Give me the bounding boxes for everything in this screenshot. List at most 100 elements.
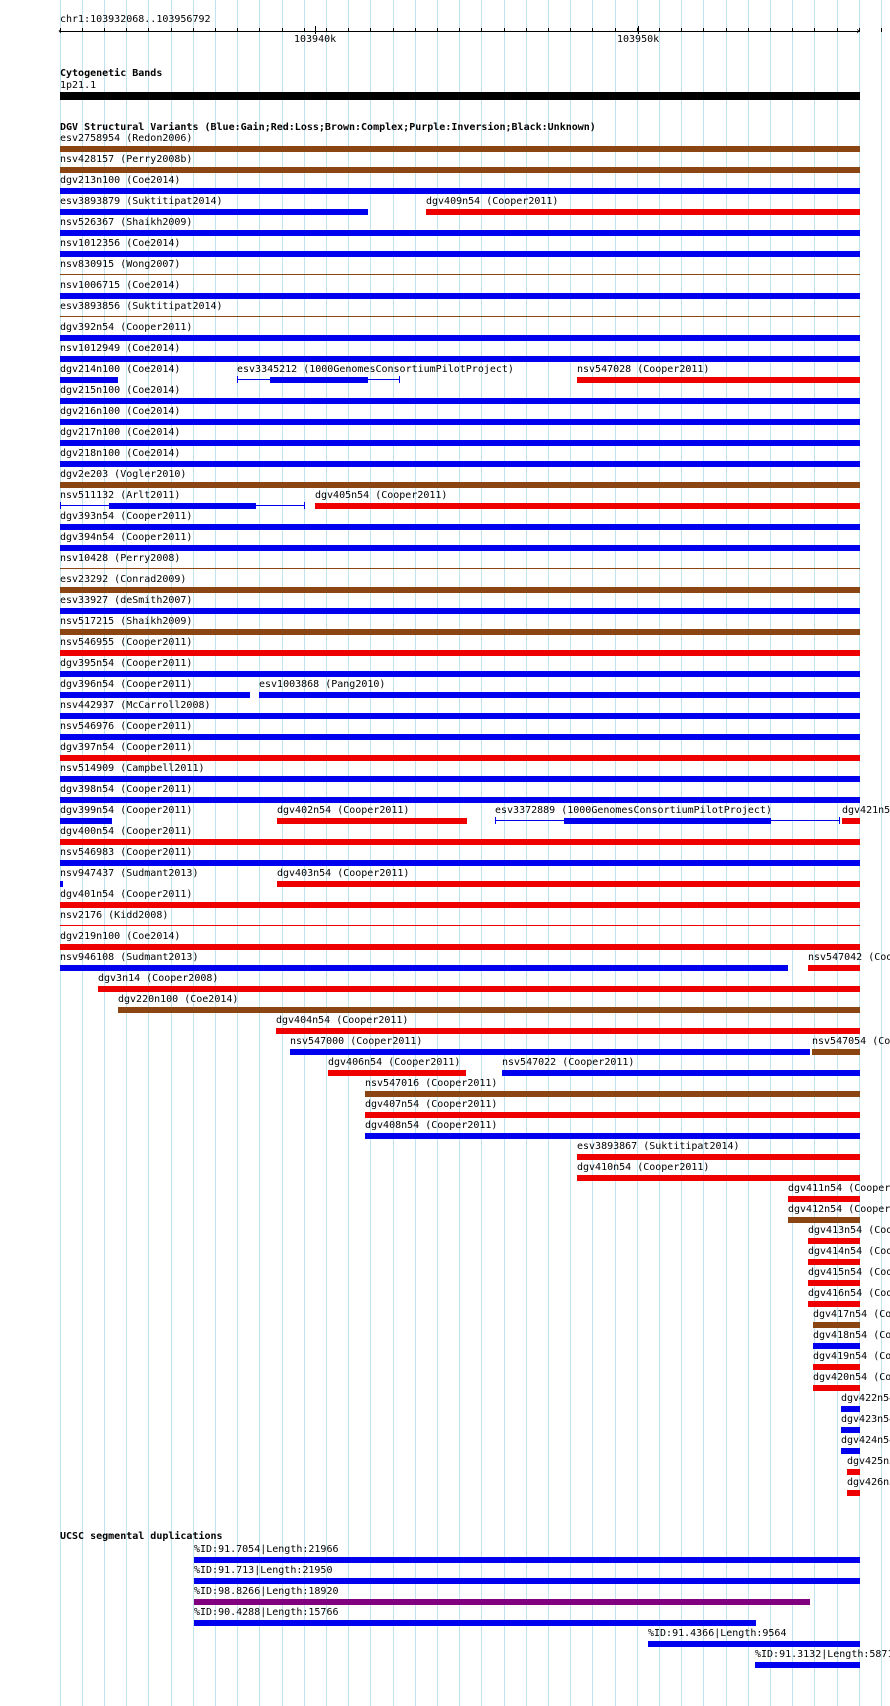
- dgv-feature-label: nsv947437 (Sudmant2013): [60, 868, 199, 879]
- dgv-feature-bar[interactable]: [426, 209, 860, 215]
- dgv-feature-bar[interactable]: [60, 398, 860, 404]
- ruler-tick: [726, 28, 727, 32]
- dgv-feature-bar[interactable]: [60, 925, 860, 926]
- dgv-feature-bar[interactable]: [60, 965, 788, 971]
- dgv-feature-bar[interactable]: [276, 1028, 860, 1034]
- dgv-feature-bar[interactable]: [808, 965, 860, 971]
- dgv-feature-bar[interactable]: [577, 1175, 860, 1181]
- dgv-feature-bar[interactable]: [60, 230, 860, 236]
- dgv-feature-bar[interactable]: [788, 1196, 860, 1202]
- dgv-feature-bar[interactable]: [841, 1406, 860, 1412]
- dgv-feature-bar[interactable]: [842, 818, 860, 824]
- ruler-tick: [859, 28, 860, 32]
- dgv-feature-bar[interactable]: [60, 251, 860, 257]
- dgv-feature-bar[interactable]: [60, 274, 860, 275]
- dgv-feature-bar[interactable]: [365, 1091, 860, 1097]
- dgv-feature-bar[interactable]: [808, 1238, 860, 1244]
- segdup-feature-label: %ID:91.3132|Length:5871: [755, 1649, 890, 1660]
- dgv-feature-bar[interactable]: [60, 188, 860, 194]
- dgv-feature-bar[interactable]: [60, 629, 860, 635]
- grid-line: [637, 0, 638, 1706]
- cytoband-bar[interactable]: [60, 92, 860, 100]
- segdup-feature-bar[interactable]: [194, 1578, 860, 1584]
- dgv-feature-bar[interactable]: [60, 440, 860, 446]
- dgv-feature-bar[interactable]: [60, 755, 860, 761]
- segdup-feature-bar[interactable]: [194, 1599, 810, 1605]
- dgv-feature-bar[interactable]: [328, 1070, 466, 1076]
- segdup-feature-bar[interactable]: [648, 1641, 860, 1647]
- dgv-feature-bar[interactable]: [60, 167, 860, 173]
- dgv-feature-bar[interactable]: [60, 146, 860, 152]
- dgv-feature-bar[interactable]: [812, 1049, 860, 1055]
- dgv-feature-bar[interactable]: [808, 1301, 860, 1307]
- dgv-feature-bar[interactable]: [502, 1070, 860, 1076]
- dgv-feature-bar[interactable]: [60, 650, 860, 656]
- dgv-feature-bar[interactable]: [60, 902, 860, 908]
- dgv-feature-bar[interactable]: [60, 545, 860, 551]
- dgv-feature-bar[interactable]: [60, 524, 860, 530]
- dgv-feature-bar[interactable]: [813, 1385, 860, 1391]
- dgv-feature-bar[interactable]: [60, 944, 860, 950]
- dgv-feature-bar[interactable]: [60, 713, 860, 719]
- dgv-feature-bar[interactable]: [577, 377, 860, 383]
- dgv-feature-bar[interactable]: [60, 316, 860, 317]
- dgv-feature-bar[interactable]: [60, 776, 860, 782]
- dgv-feature-bar[interactable]: [109, 503, 256, 509]
- dgv-feature-bar[interactable]: [813, 1343, 860, 1349]
- dgv-feature-bar[interactable]: [365, 1133, 860, 1139]
- dgv-feature-bar[interactable]: [60, 587, 860, 593]
- dgv-feature-bar[interactable]: [60, 419, 860, 425]
- segdup-feature-bar[interactable]: [194, 1557, 860, 1563]
- dgv-feature-bar[interactable]: [60, 377, 118, 383]
- dgv-feature-bar[interactable]: [60, 671, 860, 677]
- ruler-tick: [592, 28, 593, 32]
- ruler-tick: [814, 28, 815, 32]
- dgv-feature-bar[interactable]: [60, 692, 250, 698]
- dgv-feature-bar[interactable]: [564, 818, 771, 824]
- dgv-feature-bar[interactable]: [60, 335, 860, 341]
- dgv-feature-bar[interactable]: [60, 818, 112, 824]
- dgv-feature-bar[interactable]: [60, 482, 860, 488]
- dgv-feature-bar[interactable]: [577, 1154, 860, 1160]
- dgv-feature-bar[interactable]: [841, 1448, 860, 1454]
- dgv-feature-bar[interactable]: [847, 1469, 860, 1475]
- dgv-feature-bar[interactable]: [813, 1322, 860, 1328]
- dgv-feature-bar[interactable]: [277, 818, 467, 824]
- dgv-feature-bar[interactable]: [60, 881, 63, 887]
- dgv-feature-bar[interactable]: [315, 503, 860, 509]
- dgv-feature-bar[interactable]: [60, 568, 860, 569]
- dgv-feature-bar[interactable]: [847, 1490, 860, 1496]
- dgv-feature-bar[interactable]: [60, 797, 860, 803]
- dgv-feature-bar[interactable]: [60, 734, 860, 740]
- dgv-feature-label: nsv547054 (Cooper2011): [812, 1036, 890, 1047]
- dgv-feature-bar[interactable]: [60, 839, 860, 845]
- segdup-feature-bar[interactable]: [194, 1620, 756, 1626]
- dgv-feature-bar[interactable]: [813, 1364, 860, 1370]
- dgv-feature-bar[interactable]: [259, 692, 860, 698]
- dgv-feature-label: dgv413n54 (Cooper2011): [808, 1225, 890, 1236]
- ruler-tick: [881, 28, 882, 32]
- dgv-feature-bar[interactable]: [60, 293, 860, 299]
- dgv-feature-bar[interactable]: [60, 209, 368, 215]
- dgv-feature-bar[interactable]: [118, 1007, 860, 1013]
- segdup-feature-bar[interactable]: [755, 1662, 860, 1668]
- dgv-feature-cap: [237, 376, 238, 383]
- ruler-tick: [570, 28, 571, 32]
- dgv-feature-bar[interactable]: [277, 881, 860, 887]
- dgv-feature-bar[interactable]: [60, 461, 860, 467]
- dgv-feature-label: nsv1012949 (Coe2014): [60, 343, 181, 354]
- dgv-feature-bar[interactable]: [808, 1280, 860, 1286]
- dgv-feature-bar[interactable]: [788, 1217, 860, 1223]
- dgv-feature-bar[interactable]: [365, 1112, 860, 1118]
- dgv-feature-bar[interactable]: [841, 1427, 860, 1433]
- dgv-feature-bar[interactable]: [60, 356, 860, 362]
- dgv-feature-label: dgv416n54 (Cooper2011): [808, 1288, 890, 1299]
- dgv-feature-label: dgv411n54 (Cooper2011): [788, 1183, 890, 1194]
- dgv-feature-bar[interactable]: [98, 986, 860, 992]
- ruler-tick: [282, 28, 283, 32]
- dgv-feature-bar[interactable]: [270, 377, 368, 383]
- dgv-feature-bar[interactable]: [60, 608, 860, 614]
- dgv-feature-bar[interactable]: [290, 1049, 810, 1055]
- dgv-feature-bar[interactable]: [60, 860, 860, 866]
- dgv-feature-bar[interactable]: [808, 1259, 860, 1265]
